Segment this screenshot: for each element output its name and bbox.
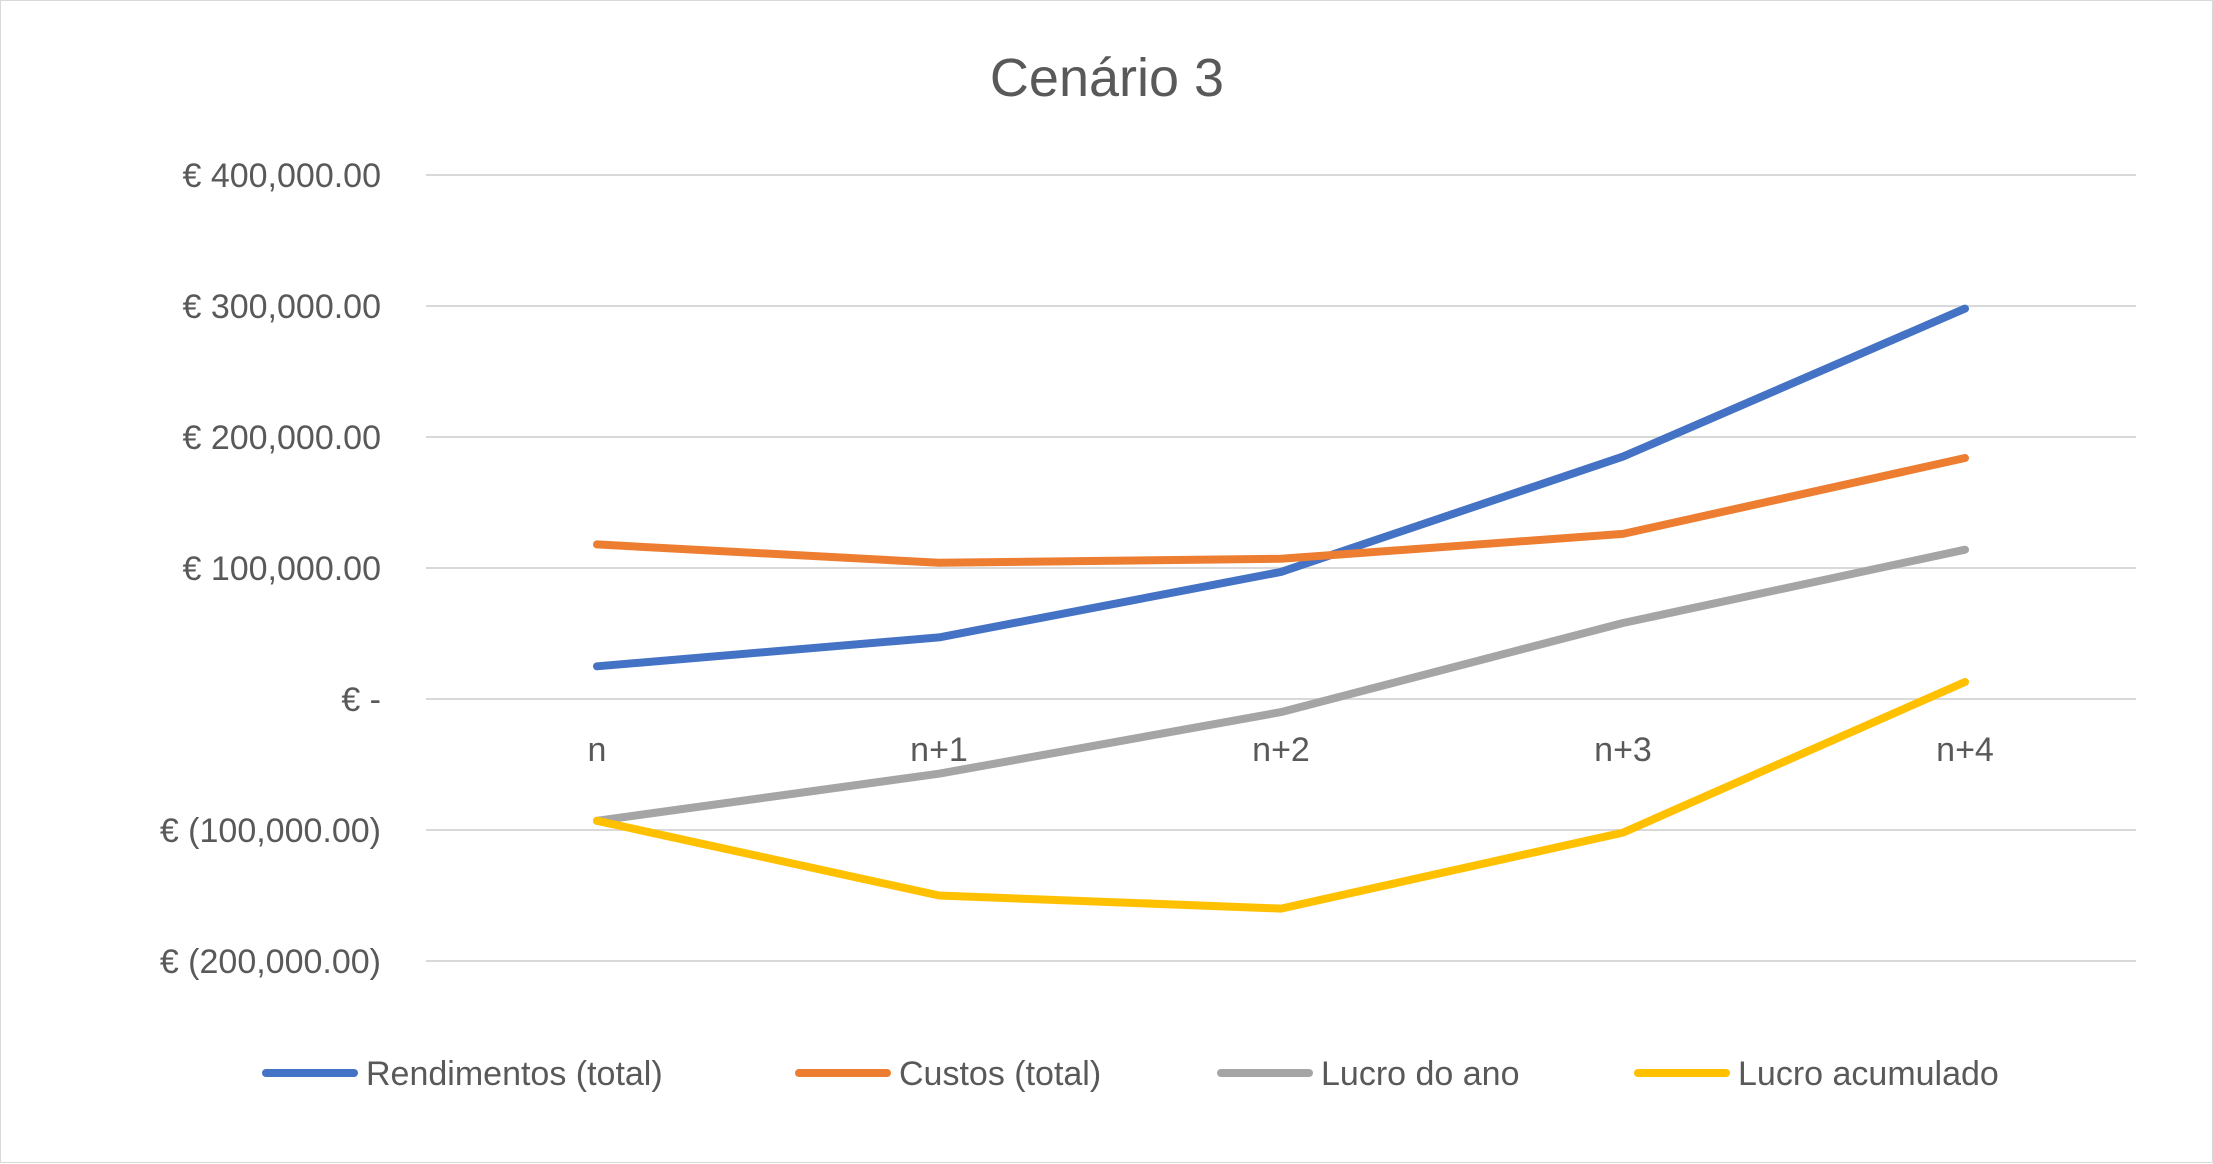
series-line <box>593 304 1969 671</box>
x-tick-label: n+3 <box>1594 731 1652 769</box>
y-tick-label: € 100,000.00 <box>182 550 381 588</box>
y-tick-label: € (200,000.00) <box>160 943 381 981</box>
series-line <box>593 545 1969 825</box>
y-tick-label: € (100,000.00) <box>160 812 381 850</box>
x-axis-ticks: n n+1 n+2 n+3 n+4 <box>588 731 1994 769</box>
series-line <box>593 678 1969 913</box>
legend: Rendimentos (total) Custos (total) Lucro d… <box>262 1055 1999 1093</box>
legend-label: Rendimentos (total) <box>366 1055 663 1093</box>
chart-title: Cenário 3 <box>990 48 1224 108</box>
y-tick-label: € 200,000.00 <box>182 419 381 457</box>
series-line <box>593 454 1969 567</box>
y-axis-ticks: € 400,000.00 € 300,000.00 € 200,000.00 € 10… <box>160 157 381 981</box>
x-tick-label: n+1 <box>910 731 968 769</box>
legend-label: Lucro acumulado <box>1738 1055 1999 1093</box>
legend-label: Custos (total) <box>899 1055 1101 1093</box>
x-tick-label: n <box>588 731 607 769</box>
x-tick-label: n+2 <box>1252 731 1310 769</box>
gridlines <box>426 174 2136 962</box>
legend-label: Lucro do ano <box>1321 1055 1520 1093</box>
y-tick-label: € 400,000.00 <box>182 157 381 195</box>
y-tick-label: € 300,000.00 <box>182 288 381 326</box>
y-tick-label: € - <box>341 681 381 719</box>
series-lines <box>593 304 1969 913</box>
x-tick-label: n+4 <box>1936 731 1994 769</box>
